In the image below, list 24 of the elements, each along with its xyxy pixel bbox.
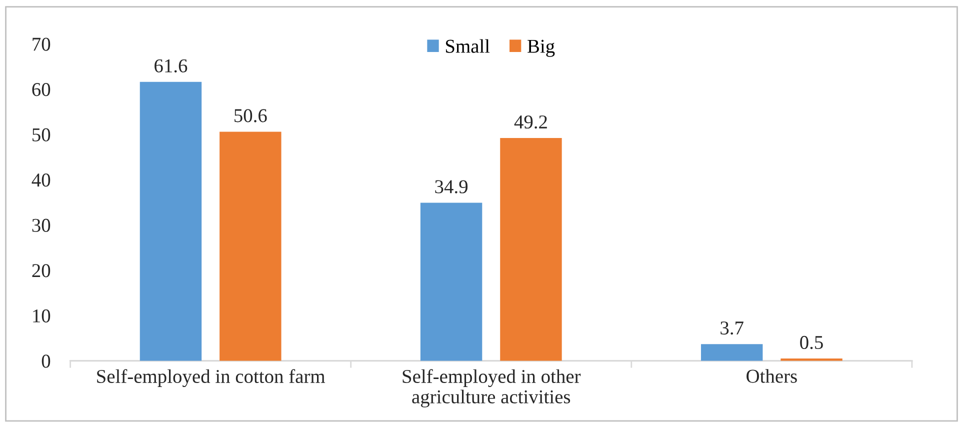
x-tick-label: Others <box>746 369 797 383</box>
data-label: 49.2 <box>514 115 547 129</box>
x-tick-label: Self-employed in other agriculture activities <box>402 369 581 408</box>
y-tick-label: 40 <box>32 174 50 187</box>
data-label: 61.6 <box>154 59 188 72</box>
y-tick-label: 60 <box>32 82 50 96</box>
y-tick-label: 50 <box>32 128 50 142</box>
bar <box>700 344 763 361</box>
bar <box>420 202 482 361</box>
data-label: 34.9 <box>435 180 468 194</box>
bar <box>500 138 562 361</box>
bar <box>220 132 282 361</box>
legend-label: Small <box>446 39 490 53</box>
bar <box>140 82 202 361</box>
y-tick-label: 70 <box>32 38 50 51</box>
data-label: 50.6 <box>234 109 267 122</box>
data-label: 0.5 <box>800 336 823 350</box>
y-tick-label: 10 <box>33 309 50 322</box>
legend-label: Big <box>528 40 555 57</box>
x-tick-label: Self-employed in cotton farm <box>97 369 326 388</box>
y-tick-label: 30 <box>32 218 50 232</box>
data-label: 3.7 <box>720 321 744 335</box>
y-tick-label: 0 <box>42 354 50 368</box>
y-tick-label: 20 <box>32 264 50 278</box>
